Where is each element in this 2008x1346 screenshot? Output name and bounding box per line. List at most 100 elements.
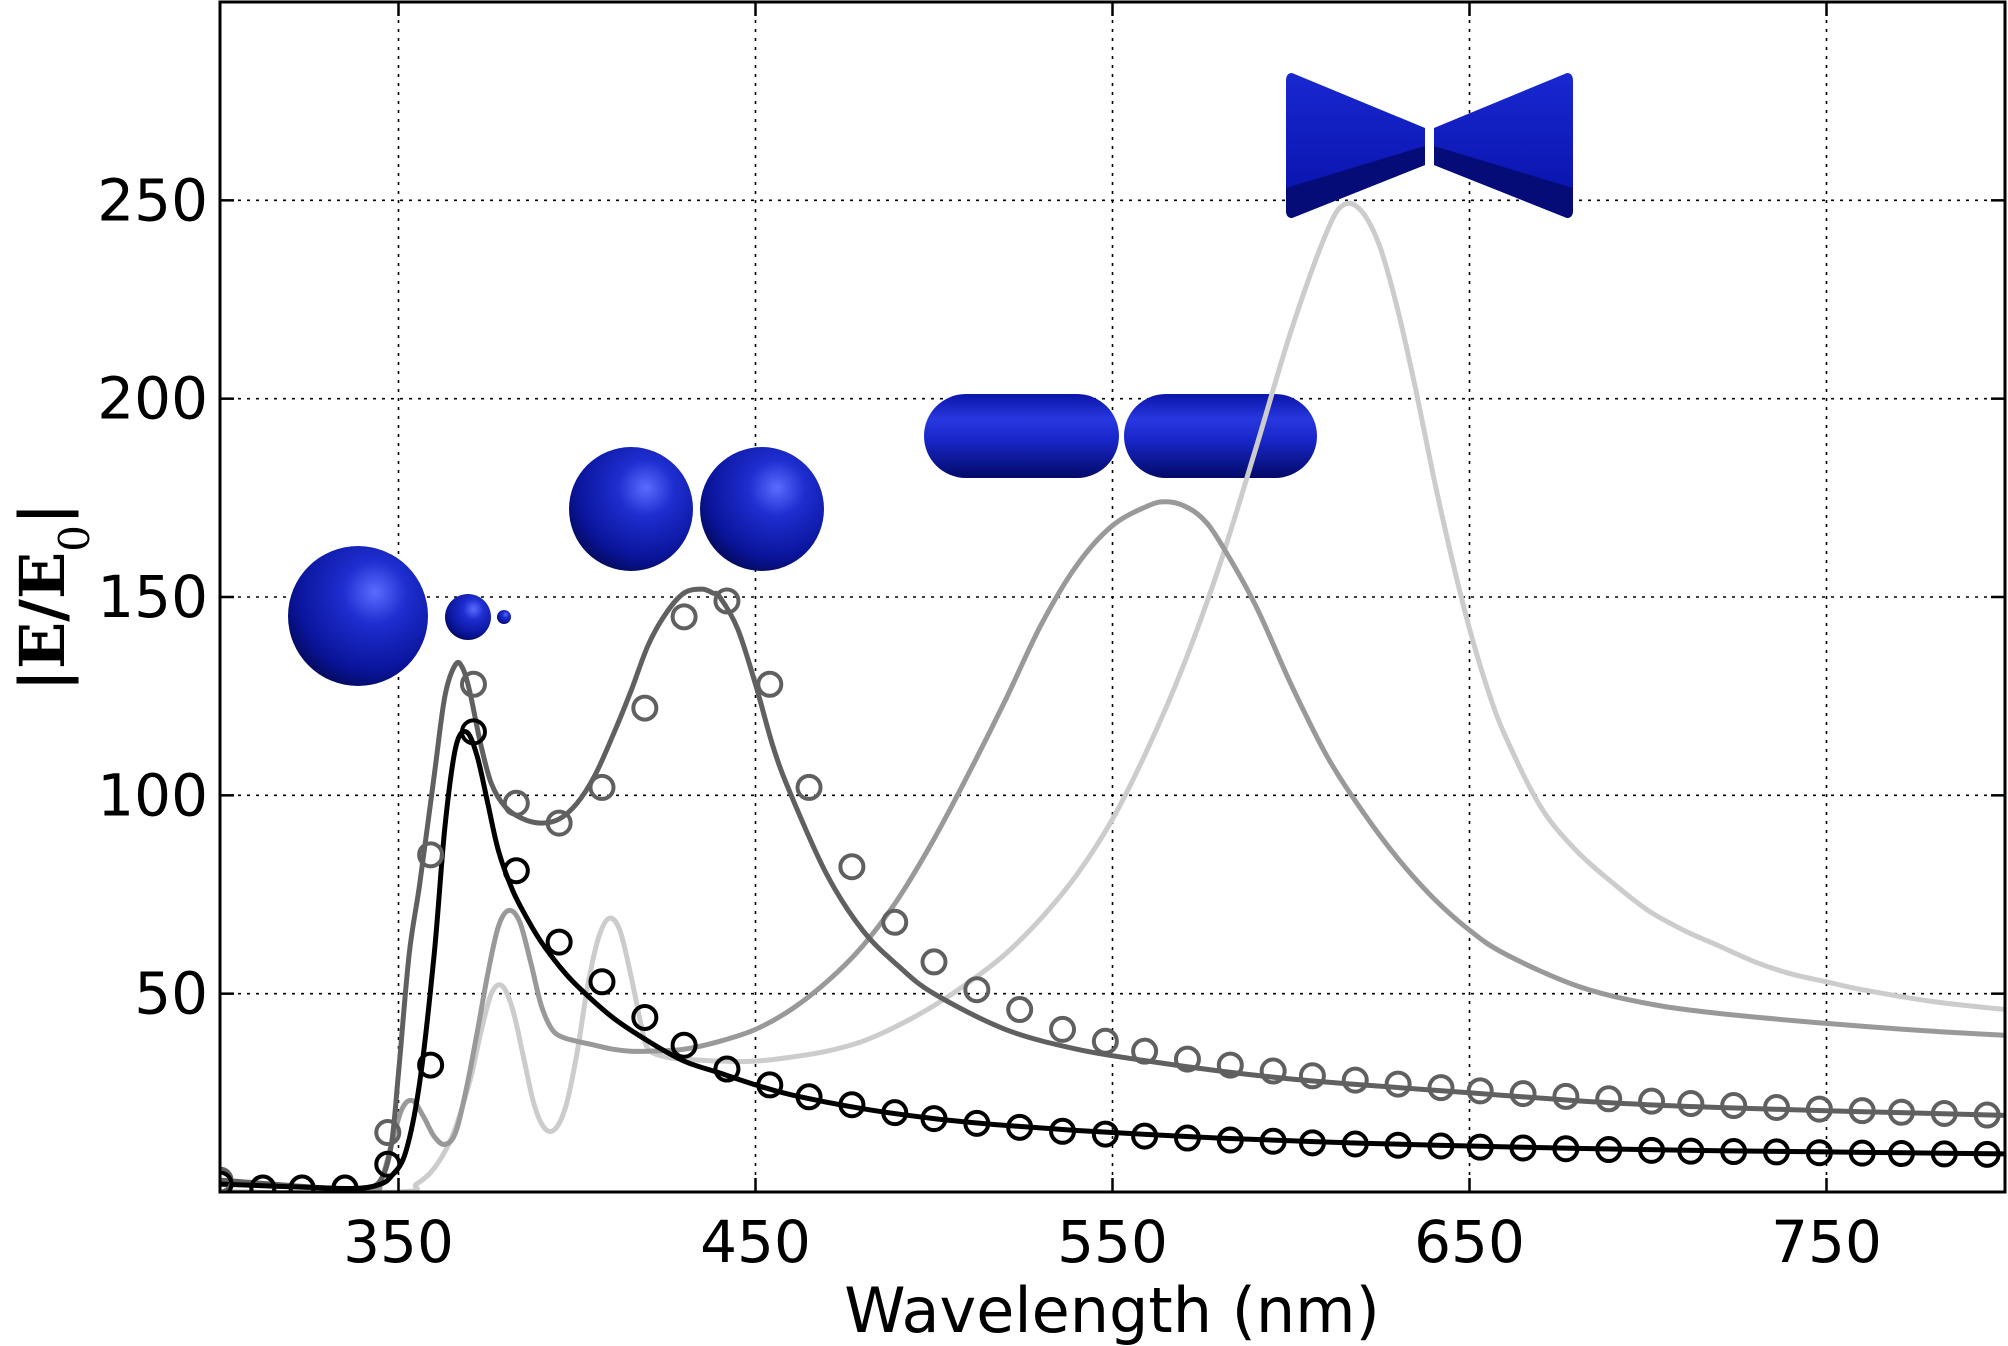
- series-marker-1: [1595, 1136, 1623, 1164]
- series-marker-1: [1763, 1138, 1791, 1166]
- series-marker-1: [502, 857, 530, 885]
- series-marker-2: [588, 773, 616, 801]
- series-marker-2: [963, 976, 991, 1004]
- series-marker-2: [881, 908, 909, 936]
- series-marker-1: [963, 1109, 991, 1137]
- series-marker-1: [631, 1003, 659, 1031]
- series-marker-2: [1049, 1015, 1077, 1043]
- series-marker-1: [1049, 1117, 1077, 1145]
- series-marker-2: [459, 670, 487, 698]
- series-marker-1: [1131, 1122, 1159, 1150]
- series-marker-1: [374, 1150, 402, 1178]
- series-marker-1: [1720, 1138, 1748, 1166]
- series-marker-1: [1887, 1140, 1915, 1168]
- series-marker-1: [417, 1051, 445, 1079]
- series-marker-2: [1805, 1095, 1833, 1123]
- series-marker-1: [713, 1055, 741, 1083]
- series-marker-2: [756, 670, 784, 698]
- tick-labels: 350 450 550 650 750 50 100 150 200 250: [97, 166, 1882, 1276]
- series-marker-2: [1552, 1082, 1580, 1110]
- y-axis-label: |E/E0|: [6, 502, 99, 691]
- svg-text:|E/E0|: |E/E0|: [6, 502, 99, 691]
- series-marker-1: [1173, 1124, 1201, 1152]
- series-marker-1: [920, 1105, 948, 1133]
- series-marker-2: [838, 853, 866, 881]
- series-marker-2: [920, 948, 948, 976]
- series-marker-2: [417, 841, 445, 869]
- series-marker-1: [1848, 1139, 1876, 1167]
- series-marker-1: [545, 928, 573, 956]
- bowtie-antenna-icon: [1286, 73, 1573, 218]
- y-tick-label: 200: [97, 365, 208, 433]
- series-marker-2: [545, 809, 573, 837]
- series-marker-2: [1173, 1045, 1201, 1073]
- series-marker-2: [1341, 1066, 1369, 1094]
- sphere-trimer-icon: [288, 546, 511, 686]
- series-marker-2: [1848, 1097, 1876, 1125]
- series-marker-2: [1427, 1074, 1455, 1102]
- series-marker-2: [1216, 1051, 1244, 1079]
- series-marker-1: [1298, 1129, 1326, 1157]
- series-marker-2: [1638, 1087, 1666, 1115]
- series-marker-2: [1131, 1037, 1159, 1065]
- nanostructure-illustrations: [288, 73, 1573, 686]
- series-marker-1: [1805, 1139, 1833, 1167]
- series-marker-1: [1341, 1130, 1369, 1158]
- series-marker-1: [249, 1174, 277, 1192]
- series-marker-1: [1216, 1126, 1244, 1154]
- series-marker-1: [881, 1099, 909, 1127]
- sphere-dimer-icon: [569, 447, 824, 571]
- series-marker-2: [1509, 1080, 1537, 1108]
- x-axis-label: Wavelength (nm): [844, 1274, 1380, 1346]
- series-marker-1: [1259, 1127, 1287, 1155]
- series-marker-1: [588, 968, 616, 996]
- series-marker-2: [1259, 1057, 1287, 1085]
- series-marker-1: [1552, 1135, 1580, 1163]
- series-marker-2: [1595, 1085, 1623, 1113]
- y-tick-label: 150: [97, 563, 208, 631]
- series-marker-2: [713, 587, 741, 615]
- series-marker-2: [1720, 1092, 1748, 1120]
- series-marker-1: [1973, 1140, 2001, 1168]
- series-marker-2: [795, 773, 823, 801]
- grid: [220, 2, 2005, 1192]
- y-tick-label: 100: [97, 761, 208, 829]
- series-marker-1: [670, 1031, 698, 1059]
- series-marker-2: [1091, 1027, 1119, 1055]
- series-marker-2: [1887, 1098, 1915, 1126]
- x-tick-label: 550: [1057, 1208, 1168, 1276]
- x-tick-label: 650: [1414, 1208, 1525, 1276]
- series-marker-2: [1298, 1062, 1326, 1090]
- series-marker-1: [331, 1174, 359, 1192]
- series-marker-1: [459, 718, 487, 746]
- series-marker-2: [1384, 1070, 1412, 1098]
- series-marker-1: [838, 1091, 866, 1119]
- series-marker-2: [1677, 1090, 1705, 1118]
- series-marker-1: [1930, 1140, 1958, 1168]
- series-marker-1: [220, 1170, 234, 1192]
- series-marker-2: [374, 1119, 402, 1146]
- series-marker-2: [1973, 1101, 2001, 1129]
- x-tick-label: 450: [700, 1208, 811, 1276]
- series-marker-1: [1509, 1134, 1537, 1162]
- series-marker-1: [1677, 1137, 1705, 1165]
- y-tick-label: 50: [134, 960, 208, 1028]
- x-tick-label: 350: [343, 1208, 454, 1276]
- series-marker-1: [1466, 1133, 1494, 1161]
- series-marker-2: [631, 694, 659, 722]
- series-line-3: [220, 499, 2005, 1192]
- series-line-4: [220, 200, 2005, 1192]
- x-tick-label: 750: [1771, 1208, 1882, 1276]
- nanorod-dimer-icon: [924, 394, 1317, 478]
- series-marker-2: [1763, 1094, 1791, 1122]
- series-marker-1: [756, 1071, 784, 1099]
- series-layer: [220, 200, 2005, 1192]
- series-marker-2: [502, 789, 530, 817]
- series-marker-2: [1466, 1077, 1494, 1105]
- series-marker-1: [1638, 1136, 1666, 1164]
- series-marker-1: [1427, 1132, 1455, 1160]
- ticks: [220, 2, 2005, 1192]
- series-marker-2: [1006, 996, 1034, 1024]
- series-marker-1: [1006, 1113, 1034, 1141]
